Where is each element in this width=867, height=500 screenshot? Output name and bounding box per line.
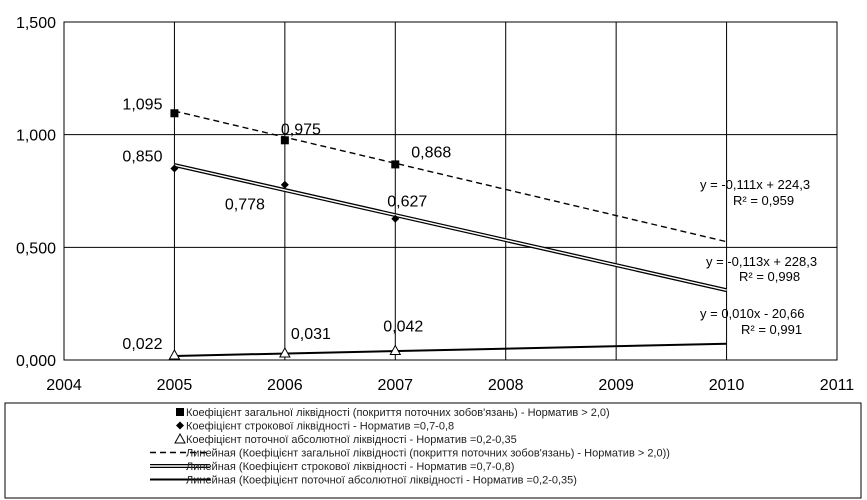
x-tick-label: 2005 bbox=[157, 377, 193, 394]
trendline-equations: y = -0,111x + 224,3R² = 0,959 y = -0,113x… bbox=[700, 177, 817, 337]
x-tick-label: 2004 bbox=[46, 377, 82, 394]
data-point-square bbox=[280, 136, 289, 145]
data-point-square bbox=[391, 160, 400, 169]
legend-marker-triangle bbox=[174, 432, 186, 444]
trendline-r-squared: R² = 0,998 bbox=[739, 269, 800, 284]
trendline-2 bbox=[173, 163, 728, 293]
plot-frame bbox=[63, 21, 838, 361]
data-label: 1,095 bbox=[122, 96, 162, 113]
data-label: 0,031 bbox=[291, 326, 331, 343]
legend-entry-label: Коефіцієнт строкової ліквідності - Норма… bbox=[186, 421, 454, 433]
data-point-diamond bbox=[170, 164, 179, 173]
data-point-triangle bbox=[279, 346, 291, 358]
x-tick-label: 2008 bbox=[488, 377, 524, 394]
legend-marker-diamond bbox=[176, 421, 184, 430]
trendline-equation: y = 0,010x - 20,66 bbox=[700, 306, 804, 321]
y-tick-label: 0,500 bbox=[16, 240, 56, 257]
data-label: 0,022 bbox=[122, 336, 162, 353]
legend-entry-label: Линейная (Коефіцієнт строкової ліквіднос… bbox=[186, 461, 514, 473]
trendline-equation: y = -0,113x + 228,3 bbox=[706, 254, 817, 269]
trendlines bbox=[173, 110, 728, 357]
x-tick-label: 2011 bbox=[820, 377, 855, 394]
data-point-diamond bbox=[391, 214, 400, 223]
x-tick-label: 2006 bbox=[267, 377, 303, 394]
data-point-diamond bbox=[280, 180, 289, 189]
data-points bbox=[168, 109, 402, 360]
data-point-triangle bbox=[168, 349, 181, 360]
data-label: 0,778 bbox=[225, 197, 265, 214]
data-labels: 1,095 0,975 0,868 0,850 0,778 0,627 0,022 0,031… bbox=[122, 96, 451, 353]
trendline-3 bbox=[174, 342, 727, 357]
legend-entry-label: Линейная (Коефіцієнт поточної абсолютної… bbox=[186, 475, 577, 487]
legend-marker-square bbox=[176, 408, 184, 416]
y-tick-label: 1,500 bbox=[16, 15, 56, 32]
legend-entry-label: Коефіцієнт поточної абсолютної ліквіднос… bbox=[186, 434, 517, 446]
y-tick-label: 0,000 bbox=[16, 353, 56, 370]
data-label: 0,627 bbox=[387, 194, 427, 211]
legend-entry-label: Линейная (Коефіцієнт загальної ліквіднос… bbox=[186, 448, 670, 460]
data-label: 0,850 bbox=[122, 148, 162, 165]
trendline-equation: y = -0,111x + 224,3 bbox=[700, 177, 810, 192]
axes: 2004 2005 2006 2007 2008 2009 2010 2011 0,000 0,5… bbox=[16, 15, 854, 394]
data-label: 0,868 bbox=[411, 144, 451, 161]
legend-entry-label: Коефіцієнт загальної ліквідності (покрит… bbox=[186, 407, 610, 419]
legend-box bbox=[4, 402, 862, 499]
x-tick-label: 2010 bbox=[709, 377, 745, 394]
trendline-r-squared: R² = 0,959 bbox=[733, 193, 794, 208]
x-tick-label: 2007 bbox=[377, 377, 413, 394]
data-point-triangle bbox=[389, 344, 402, 356]
trendline-r-squared: R² = 0,991 bbox=[741, 322, 802, 337]
data-label: 0,975 bbox=[281, 121, 321, 138]
y-tick-label: 1,000 bbox=[16, 128, 56, 145]
legend: Коефіцієнт загальної ліквідності (покрит… bbox=[4, 402, 862, 499]
data-label: 0,042 bbox=[383, 319, 423, 336]
trendline-1 bbox=[174, 110, 727, 243]
data-point-square bbox=[170, 109, 179, 118]
x-tick-label: 2009 bbox=[598, 377, 634, 394]
